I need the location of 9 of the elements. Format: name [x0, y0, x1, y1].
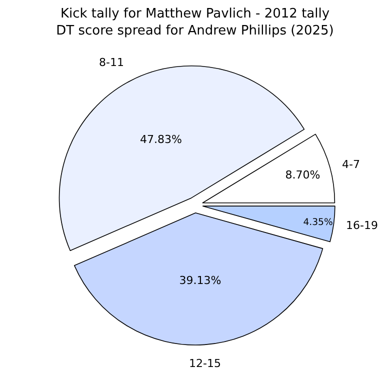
data-label: 39.13%	[179, 274, 222, 288]
data-label: 47.83%	[140, 132, 182, 146]
chart-title: Kick tally for Matthew Pavlich - 2012 tally DT score spread for Andrew Phillips (2025)	[56, 6, 334, 38]
slice-label: 4-7	[342, 158, 360, 171]
slice-label: 12-15	[189, 357, 221, 370]
slice-label: 16-19	[346, 219, 378, 232]
data-label: 8.70%	[285, 168, 320, 182]
data-label: 4.35%	[303, 216, 333, 228]
slice-label: 8-11	[99, 56, 124, 69]
